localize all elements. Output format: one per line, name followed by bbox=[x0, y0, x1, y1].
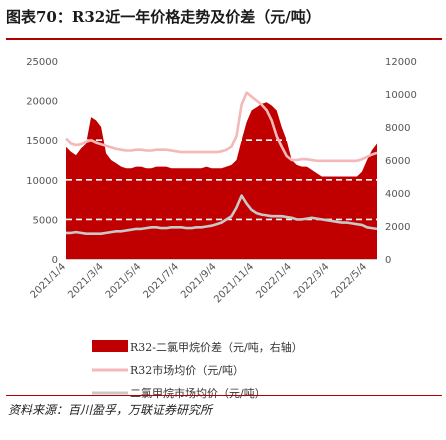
left-tick-label: 25000 bbox=[26, 57, 58, 68]
right-axis-ticks: 0 2000 4000 6000 8000 10000 12000 bbox=[385, 57, 417, 266]
x-tick-label: 2021/1/4 bbox=[29, 261, 69, 301]
dcm-price-line bbox=[66, 194, 378, 235]
x-tick-label: 2022/1/4 bbox=[254, 261, 294, 301]
x-tick-label: 2021/9/4 bbox=[179, 261, 219, 301]
left-axis-ticks: 0 5000 10000 15000 20000 25000 bbox=[26, 57, 58, 266]
source-rule bbox=[6, 395, 442, 396]
left-tick-label: 0 bbox=[52, 255, 58, 266]
spread-area bbox=[66, 102, 377, 259]
left-tick-label: 15000 bbox=[26, 136, 58, 147]
right-tick-label: 8000 bbox=[385, 123, 410, 134]
x-tick-label: 2022/5/4 bbox=[330, 261, 370, 301]
chart-title: 图表70：R32近一年价格走势及价差（元/吨） bbox=[6, 8, 321, 26]
right-tick-label: 0 bbox=[385, 255, 391, 266]
title-rule bbox=[6, 38, 442, 40]
legend-label-dcm: 二氯甲烷市场均价（元/吨） bbox=[130, 386, 266, 400]
left-tick-label: 10000 bbox=[26, 176, 58, 187]
x-tick-label: 2022/3/4 bbox=[292, 261, 332, 301]
right-tick-label: 2000 bbox=[385, 222, 410, 233]
right-tick-label: 10000 bbox=[385, 90, 417, 101]
right-tick-label: 4000 bbox=[385, 189, 410, 200]
legend-label-r32: R32市场均价（元/吨） bbox=[130, 363, 244, 377]
x-tick-label: 2021/7/4 bbox=[141, 261, 181, 301]
legend-swatch-spread bbox=[92, 340, 128, 352]
spread-area-layer bbox=[66, 99, 377, 259]
left-tick-label: 20000 bbox=[26, 97, 58, 108]
left-tick-label: 5000 bbox=[33, 215, 58, 226]
x-tick-label: 2021/11/4 bbox=[212, 261, 256, 305]
x-tick-label: 2021/5/4 bbox=[104, 261, 144, 301]
r32-price-line bbox=[65, 91, 378, 163]
x-axis-ticks: 2021/1/42021/3/42021/5/42021/7/42021/9/4… bbox=[29, 261, 370, 305]
price-lines-layer bbox=[65, 91, 378, 235]
source-note: 资料来源：百川盈孚，万联证券研究所 bbox=[8, 403, 213, 417]
legend-label-spread: R32-二氯甲烷价差（元/吨，右轴） bbox=[130, 340, 303, 354]
x-tick-label: 2021/3/4 bbox=[66, 261, 106, 301]
right-tick-label: 6000 bbox=[385, 156, 410, 167]
right-tick-label: 12000 bbox=[385, 57, 417, 68]
legend: R32-二氯甲烷价差（元/吨，右轴） R32市场均价（元/吨） 二氯甲烷市场均价… bbox=[92, 340, 303, 400]
